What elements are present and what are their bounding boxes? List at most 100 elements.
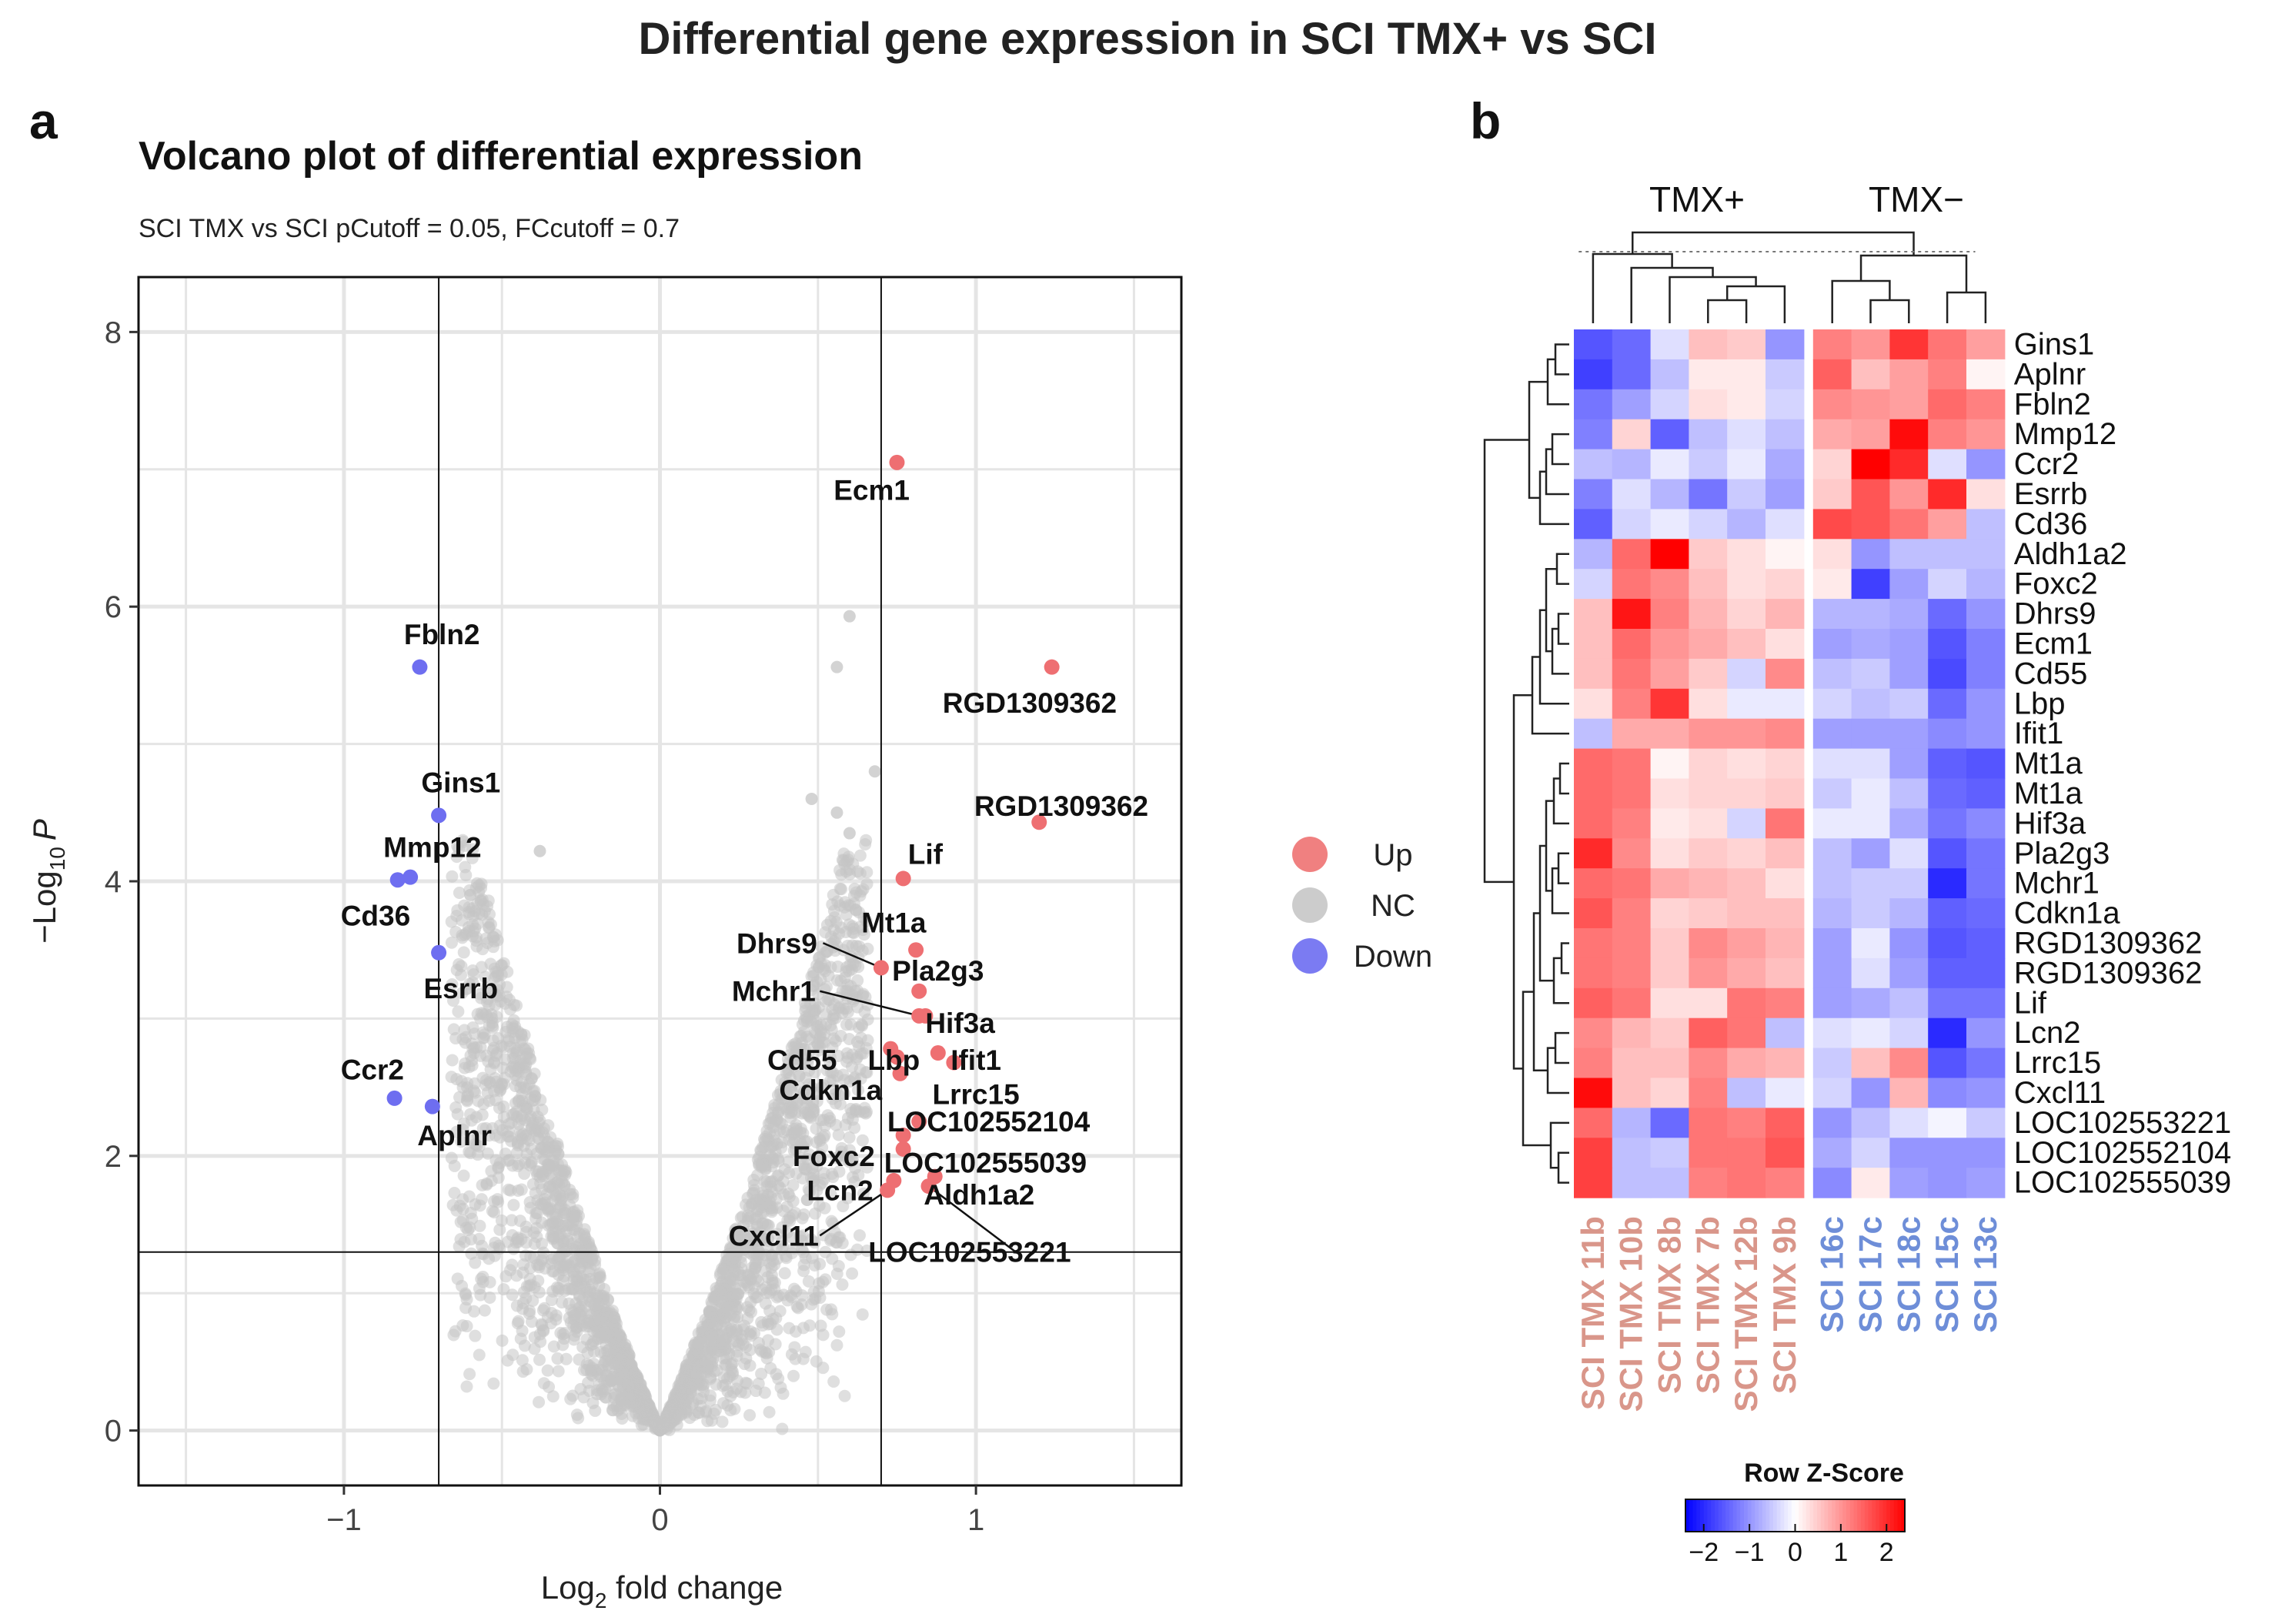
nc-point-outlier — [830, 806, 844, 819]
leader-cxcl11 — [819, 1189, 888, 1237]
heatmap-cell — [1689, 329, 1728, 360]
legend-down-marker — [1292, 938, 1328, 974]
nc-point — [739, 1376, 752, 1389]
heatmap-cell — [1766, 359, 1805, 390]
nc-point — [449, 1101, 463, 1114]
zscore-legend-swatch — [1857, 1499, 1862, 1532]
heatmap-cell — [1650, 359, 1689, 390]
nc-point — [502, 1183, 515, 1196]
x-axis-title: Log2 fold change — [541, 1569, 783, 1612]
x-tick-label: 0 — [651, 1503, 668, 1537]
nc-point — [526, 1084, 540, 1098]
zscore-legend-swatch — [1766, 1499, 1770, 1532]
row-label-cd36: Cd36 — [2014, 507, 2088, 541]
heatmap-cell — [1766, 868, 1805, 899]
nc-point — [577, 1391, 590, 1404]
nc-point — [550, 1190, 563, 1203]
nc-point — [556, 1338, 570, 1352]
nc-point — [755, 1367, 768, 1380]
y-tick-label: 4 — [105, 865, 122, 899]
nc-point — [787, 1123, 800, 1136]
zscore-legend-swatch — [1692, 1499, 1697, 1532]
heatmap-cell — [1689, 599, 1728, 630]
heatmap-cell — [1812, 1048, 1852, 1079]
heatmap-cell — [1889, 1168, 1929, 1198]
zscore-legend-swatch — [1755, 1499, 1759, 1532]
zscore-legend-swatch — [1759, 1499, 1763, 1532]
heatmap-cell — [1650, 329, 1689, 360]
heatmap-cell — [1689, 509, 1728, 540]
heatmap-column-labels: SCI TMX 11b SCI TMX 10b SCI TMX 8b SCI TMX … — [1575, 1216, 2003, 1412]
zscore-legend-swatch — [1700, 1499, 1705, 1532]
row-label-aplnr: Aplnr — [2014, 357, 2086, 391]
heatmap-cell — [1851, 898, 1890, 929]
heatmap-cell — [1812, 1108, 1852, 1138]
nc-point — [551, 1138, 564, 1151]
nc-point — [692, 1406, 705, 1419]
label-mchr1: Mchr1 — [732, 976, 816, 1007]
heatmap-cell — [1851, 1048, 1890, 1079]
row-dendro-link — [1546, 358, 1569, 406]
heatmap-cell — [1574, 509, 1613, 540]
heatmap-cell — [1766, 389, 1805, 420]
heatmap-cell — [1812, 599, 1852, 630]
label-ecm1: Ecm1 — [833, 475, 910, 506]
heatmap-cell — [1766, 987, 1805, 1019]
zscore-legend-swatch — [1890, 1499, 1895, 1532]
y-tick-label: 6 — [105, 590, 122, 624]
nc-point — [752, 1233, 765, 1246]
nc-point — [835, 1145, 848, 1158]
y-tick-label: 2 — [105, 1140, 122, 1174]
heatmap-cell — [1889, 569, 1929, 600]
point-rgd1309362 — [1044, 659, 1060, 675]
heatmap-cell — [1928, 329, 1967, 360]
heatmap-cell — [1889, 838, 1929, 869]
nc-point — [552, 1365, 565, 1378]
volcano-grid — [139, 277, 1181, 1485]
nc-point — [854, 1031, 867, 1044]
nc-point — [497, 1041, 510, 1054]
nc-point — [846, 1267, 859, 1280]
heatmap-cell — [1851, 539, 1890, 570]
heatmap-cell — [1889, 449, 1929, 480]
zscore-legend-tick-label: 2 — [1879, 1538, 1894, 1567]
nc-point — [704, 1352, 717, 1365]
nc-point — [449, 925, 463, 938]
heatmap-cell — [1928, 928, 1967, 959]
nc-point — [860, 1161, 874, 1174]
nc-point-cloud — [445, 610, 881, 1437]
zscore-legend-swatch — [1784, 1499, 1789, 1532]
label-loc102555039: LOC102555039 — [884, 1148, 1087, 1179]
nc-point — [782, 1155, 795, 1168]
nc-point — [480, 981, 493, 994]
nc-point — [783, 1133, 796, 1146]
nc-point — [860, 866, 874, 879]
nc-point — [554, 1326, 567, 1339]
heatmap-cell — [1966, 539, 2006, 570]
row-label-lrrc15: Lrrc15 — [2014, 1046, 2101, 1080]
column-dendrogram — [1578, 231, 1987, 323]
nc-point — [843, 1131, 856, 1144]
row-label-ccr2: Ccr2 — [2014, 447, 2079, 481]
nc-point — [778, 1267, 791, 1280]
zscore-legend-swatch — [1736, 1499, 1741, 1532]
zscore-legend-swatch — [1799, 1499, 1803, 1532]
zscore-legend-swatch — [1853, 1499, 1858, 1532]
nc-point — [572, 1412, 585, 1425]
dendro-link — [1632, 231, 1915, 256]
row-label-cd55: Cd55 — [2014, 657, 2088, 690]
nc-point — [536, 1183, 549, 1196]
heatmap-cell — [1727, 658, 1766, 690]
nc-point — [756, 1319, 769, 1332]
nc-point — [507, 1014, 520, 1027]
nc-point — [761, 1334, 774, 1347]
heatmap-cell — [1612, 509, 1652, 540]
nc-point — [598, 1347, 611, 1360]
leader-dhrs9 — [822, 942, 882, 969]
zscore-legend-swatch — [1813, 1499, 1818, 1532]
heatmap-cell — [1612, 868, 1652, 899]
nc-point — [445, 1071, 458, 1084]
nc-point — [768, 1258, 781, 1271]
nc-point — [774, 1381, 787, 1394]
heatmap-cell — [1612, 838, 1652, 869]
